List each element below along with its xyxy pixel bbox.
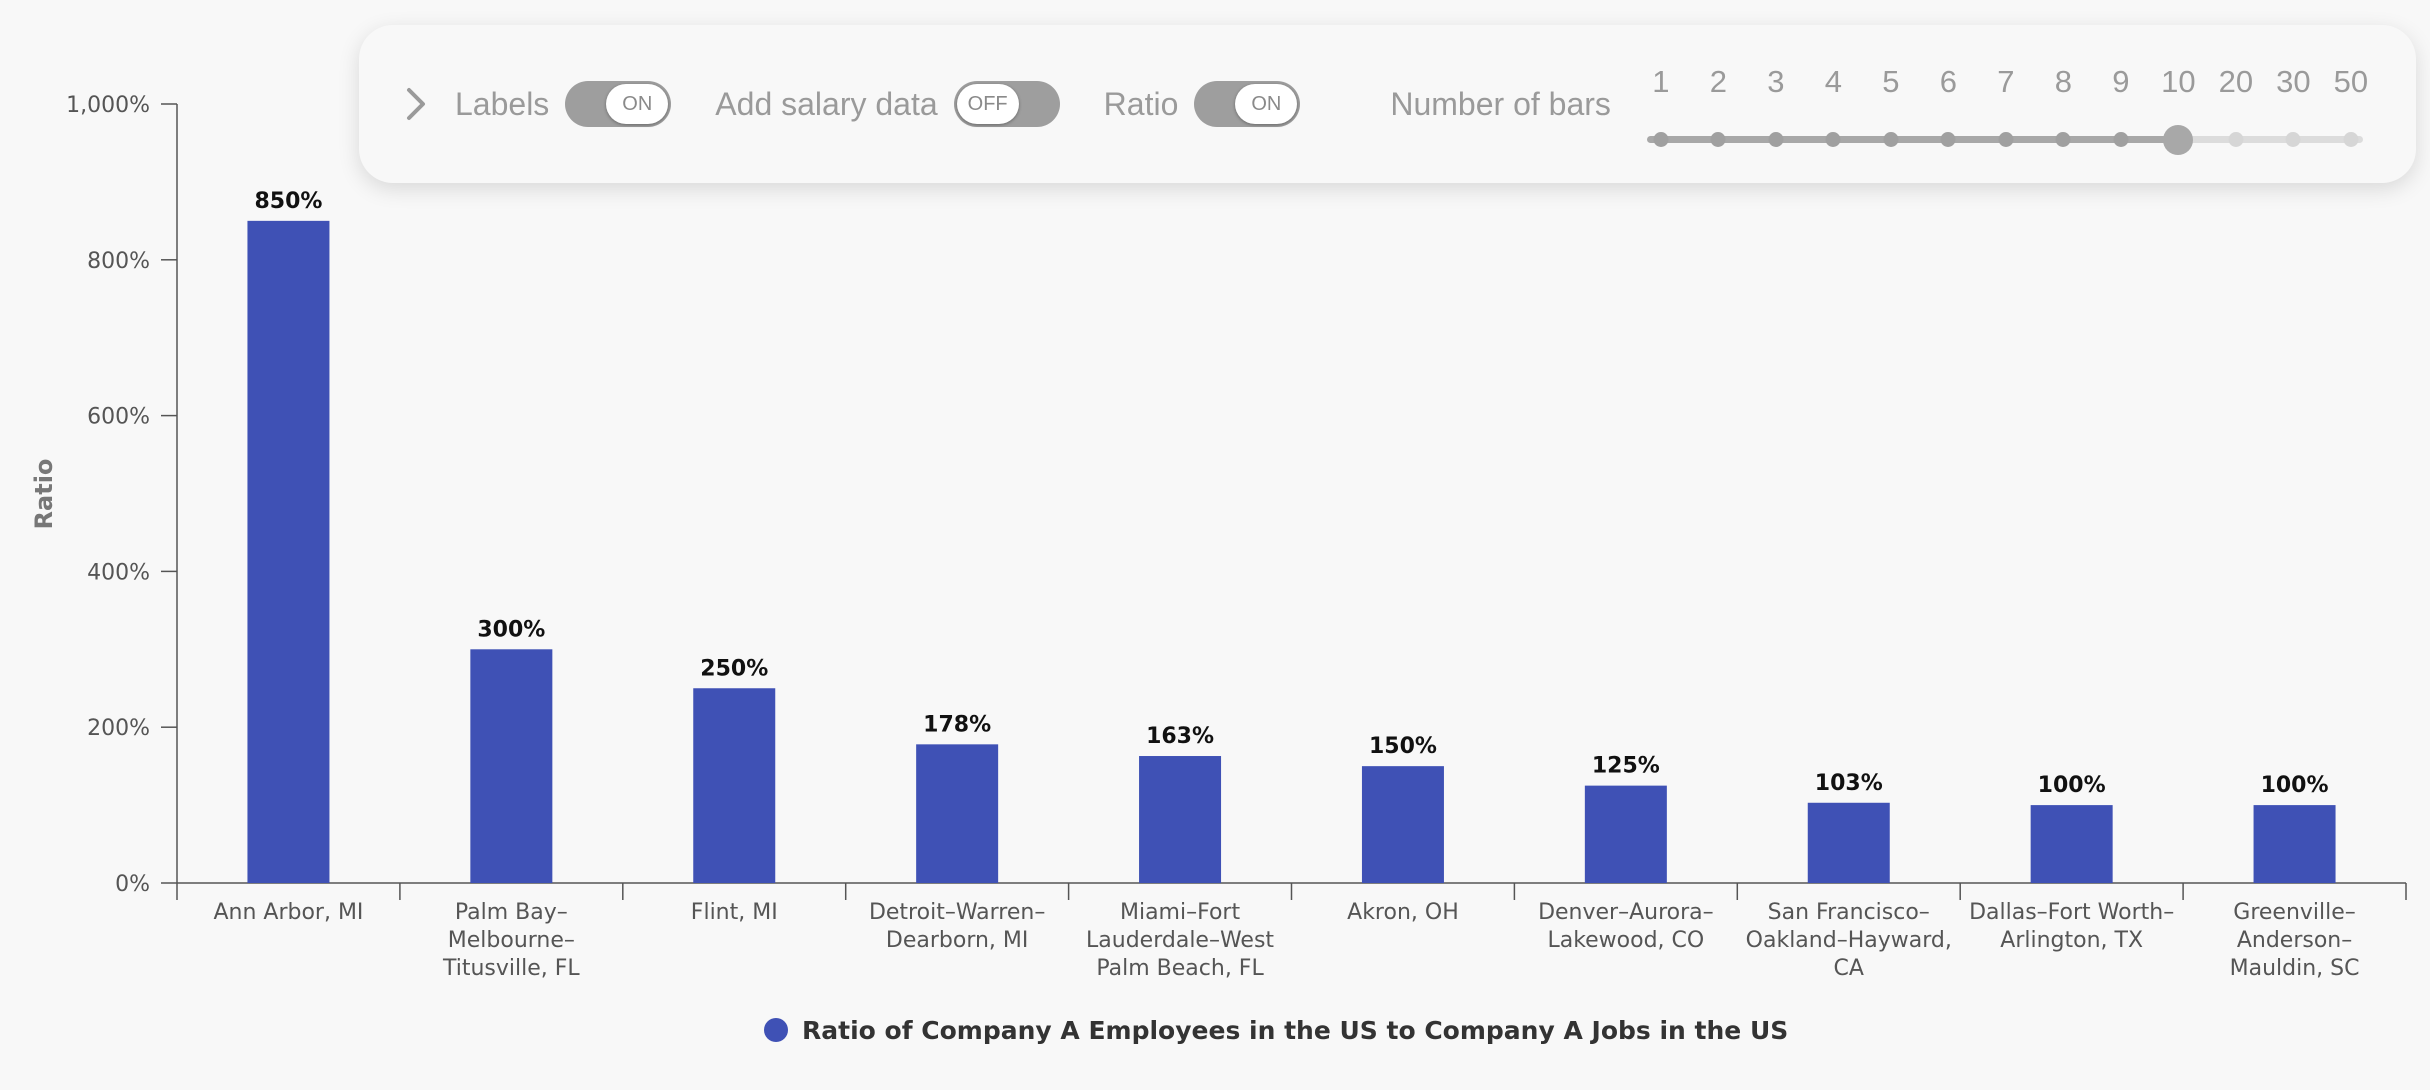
number-of-bars-label: Number of bars — [1390, 85, 1611, 122]
slider-option-label[interactable]: 10 — [2161, 64, 2196, 99]
x-axis: Ann Arbor, MI Palm Bay– Melbourne– Titusvil… — [176, 882, 2407, 981]
x-tick-label: Denver–Aurora– Lakewood, CO — [1538, 900, 1714, 953]
bar[interactable] — [247, 220, 330, 884]
slider-step[interactable] — [1940, 132, 1956, 147]
slider-step[interactable] — [1710, 132, 1726, 147]
slider-track-filled — [1646, 136, 2179, 143]
bar[interactable] — [1139, 756, 1222, 883]
data-label: 250% — [700, 656, 768, 681]
bar[interactable] — [470, 649, 553, 883]
slider-option-label[interactable]: 4 — [1824, 64, 1843, 99]
slider-step[interactable] — [1998, 132, 2014, 147]
data-label: 163% — [1146, 724, 1214, 749]
legend-label: Ratio of Company A Employees in the US t… — [802, 1016, 1788, 1045]
x-tick-label: Palm Bay– Melbourne– Titusville, FL — [442, 900, 580, 981]
y-axis: 0% 200% 400% 600% 800% 1,000% — [66, 93, 178, 897]
x-tick-label: Miami–Fort Lauderdale–West Palm Beach, FL — [1086, 900, 1274, 981]
slider-step[interactable] — [2113, 132, 2129, 147]
slider-step[interactable] — [1768, 132, 1784, 147]
slider-option-label[interactable]: 50 — [2333, 64, 2369, 99]
slider-option-label[interactable]: 9 — [2112, 64, 2130, 99]
ratio-toggle[interactable]: ON — [1194, 81, 1301, 127]
bar[interactable] — [2030, 805, 2113, 883]
salary-toggle[interactable]: OFF — [953, 81, 1060, 127]
slider-thumb[interactable] — [2163, 125, 2194, 155]
slider-option-label[interactable]: 7 — [1997, 64, 2015, 99]
slider-option-label[interactable]: 6 — [1939, 64, 1958, 99]
slider-track — [2178, 136, 2363, 143]
chart-controls-toolbar: Labels ON Add salary data OFF Ratio ON N… — [359, 25, 2416, 183]
data-label: 103% — [1815, 771, 1883, 796]
slider-step[interactable] — [1825, 132, 1841, 147]
x-tick-label: Greenville– Anderson– Mauldin, SC — [2230, 900, 2360, 981]
bar[interactable] — [2253, 805, 2336, 883]
y-tick-label: 800% — [87, 249, 150, 274]
slider-step[interactable] — [2055, 132, 2071, 147]
slider-step[interactable] — [1883, 132, 1899, 147]
bar[interactable] — [1584, 785, 1667, 883]
data-label: 300% — [477, 617, 545, 642]
slider-step[interactable] — [2228, 132, 2244, 147]
bar[interactable] — [1807, 802, 1890, 883]
data-label: 178% — [923, 712, 991, 737]
y-tick-label: 0% — [115, 872, 150, 897]
labels-toggle-label: Labels — [455, 85, 550, 122]
labels-toggle[interactable]: ON — [565, 81, 672, 127]
y-tick-label: 600% — [87, 405, 150, 430]
slider-step[interactable] — [2285, 132, 2301, 147]
x-tick-label: San Francisco– Oakland–Hayward, CA — [1746, 900, 1952, 981]
y-tick-label: 1,000% — [66, 93, 150, 118]
data-label: 125% — [1592, 754, 1660, 779]
salary-toggle-state: OFF — [956, 84, 1019, 124]
data-label: 150% — [1369, 734, 1437, 759]
data-label: 100% — [2038, 773, 2106, 798]
slider-option-label[interactable]: 2 — [1709, 64, 1728, 99]
y-tick-label: 400% — [87, 560, 150, 585]
y-tick-label: 200% — [87, 716, 150, 741]
ratio-toggle-state: ON — [1235, 84, 1298, 124]
salary-toggle-label: Add salary data — [715, 85, 938, 122]
slider-option-label[interactable]: 1 — [1652, 64, 1670, 99]
x-tick-label: Akron, OH — [1347, 900, 1459, 925]
legend[interactable]: Ratio of Company A Employees in the US t… — [764, 1016, 1788, 1045]
slider-step[interactable] — [2343, 132, 2359, 147]
bar[interactable] — [916, 744, 999, 883]
labels-toggle-state: ON — [606, 84, 669, 124]
slider-option-label[interactable]: 20 — [2218, 64, 2254, 99]
bars: 850% 300% 250% 178% 163% 150% 125% 103% 100% 100% — [247, 189, 2336, 884]
number-of-bars-slider[interactable]: 1 2 3 4 5 6 7 8 9 10 20 30 50 — [1646, 54, 2368, 155]
x-tick-label: Ann Arbor, MI — [213, 900, 363, 925]
y-axis-title: Ratio — [30, 459, 58, 530]
slider-option-label[interactable]: 8 — [2054, 64, 2073, 99]
x-tick-label: Detroit–Warren– Dearborn, MI — [869, 900, 1045, 953]
slider-step[interactable] — [1653, 132, 1669, 147]
legend-marker — [764, 1018, 788, 1042]
x-tick-label: Dallas–Fort Worth– Arlington, TX — [1969, 900, 2174, 953]
ratio-toggle-label: Ratio — [1103, 85, 1179, 122]
data-label: 100% — [2261, 773, 2329, 798]
bar[interactable] — [1361, 766, 1444, 883]
chevron-right-icon[interactable] — [401, 84, 431, 124]
slider-option-label[interactable]: 5 — [1882, 64, 1900, 99]
slider-option-label[interactable]: 3 — [1767, 64, 1785, 99]
x-tick-label: Flint, MI — [691, 900, 778, 925]
slider-option-label[interactable]: 30 — [2276, 64, 2311, 99]
data-label: 850% — [254, 189, 322, 214]
bar[interactable] — [693, 688, 776, 883]
